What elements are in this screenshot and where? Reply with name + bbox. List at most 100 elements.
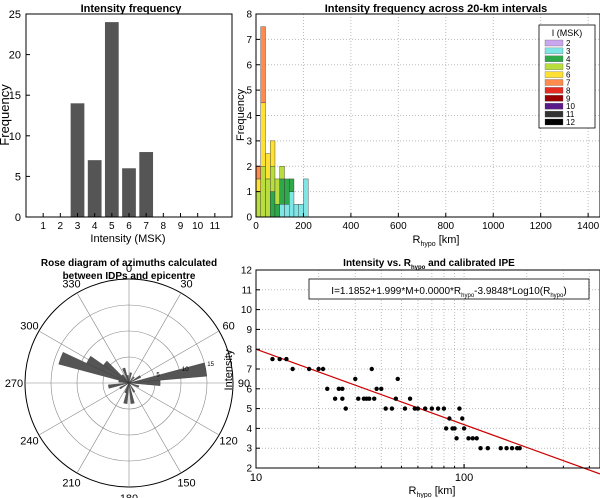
p3-sector — [128, 375, 141, 384]
p2-legend-swatch — [544, 118, 564, 126]
p1-bar — [87, 160, 102, 217]
p4-title-sub: hypo — [411, 265, 426, 271]
p2-bar-segment — [260, 102, 266, 167]
p3-sector — [103, 360, 130, 384]
p4-point — [454, 436, 459, 441]
p3-sector — [128, 382, 136, 393]
p3-sector — [128, 362, 207, 384]
p3-sector — [122, 367, 130, 384]
p4-point — [393, 396, 399, 401]
p4-title: Intensity vs. Rhypo and calibrated IPE — [343, 258, 515, 271]
p1-xtick-label: 2 — [58, 221, 64, 232]
panel-rose-diagram: Rose diagram of azimuths calculated betw… — [5, 258, 250, 498]
p4-title-main: Intensity vs. R — [343, 258, 412, 269]
p2-xtick-label: 1200 — [530, 221, 553, 232]
p4-ytick-label: 8 — [246, 345, 252, 356]
p2-title: Intensity frequency across 20-km interva… — [325, 3, 548, 15]
p3-ring-label: 10 — [182, 367, 189, 373]
p4-xtick-label: 10 — [250, 472, 262, 484]
p2-xlabel-sub: hypo — [420, 241, 435, 248]
p4-ytick-label: 2 — [246, 464, 252, 475]
p3-angle-label: 270 — [5, 378, 23, 390]
p4-point — [517, 446, 522, 451]
p2-legend-label: 11 — [566, 110, 575, 119]
p1-xtick-label: 11 — [210, 221, 221, 232]
p4-point — [443, 426, 449, 431]
p2-ylabel: Frequency — [235, 89, 247, 141]
p2-bar-segment — [284, 178, 290, 205]
p4-point — [316, 366, 321, 372]
p1-xtick-label: 10 — [192, 221, 204, 232]
p4-point — [447, 416, 452, 421]
p1-ytick-label: 20 — [9, 50, 21, 62]
p2-xtick-label: 400 — [343, 221, 360, 232]
p4-eq-sub1: hypo — [461, 293, 475, 299]
p2-legend-swatch — [544, 39, 564, 47]
p4-point — [461, 426, 467, 431]
p4-point — [332, 396, 338, 401]
p2-legend-label: 10 — [566, 102, 575, 111]
p2-xtick-label: 800 — [437, 221, 454, 232]
p3-sector — [119, 382, 130, 390]
p4-point — [466, 436, 471, 441]
p4-point — [383, 406, 388, 411]
p2-ytick-label: 4 — [246, 111, 252, 122]
p3-spoke — [128, 382, 220, 436]
p1-xlabel: Intensity (MSK) — [90, 233, 165, 245]
p3-angle-label: 240 — [20, 436, 38, 448]
p3-sector — [128, 382, 135, 404]
p3-angle-label: 150 — [177, 478, 195, 490]
p3-sector — [128, 382, 140, 388]
p2-bar-segment — [279, 178, 285, 205]
p4-xlabel-main: R — [409, 485, 417, 497]
p4-ytick-label: 3 — [246, 444, 252, 455]
p2-bar-segment — [274, 178, 280, 205]
p3-sector — [128, 380, 161, 386]
p2-bar-segment — [255, 178, 261, 192]
p4-equation-box: I=1.1852+1.999*M+0.0000*Rhypo-3.9848*Log… — [308, 278, 590, 300]
p2-legend-label: 2 — [566, 39, 571, 48]
p3-sector — [86, 355, 130, 384]
p3-spoke — [76, 382, 130, 474]
p1-ytick-label: 15 — [9, 90, 21, 102]
p4-title-rest: and calibrated IPE — [425, 258, 515, 269]
p3-spoke — [128, 330, 220, 384]
p1-xtick-label: 1 — [40, 221, 46, 232]
p4-point — [353, 376, 358, 382]
p3-angle-label: 300 — [20, 321, 38, 333]
p2-bar-segment — [255, 166, 261, 180]
p4-point — [374, 386, 379, 391]
p4-ipe-line — [255, 348, 600, 475]
p2-bar-segment — [289, 191, 295, 218]
p2-legend-label: 12 — [566, 118, 575, 127]
p3-sector — [58, 352, 130, 384]
p4-point — [277, 356, 282, 362]
p4-eq-part3: ) — [563, 286, 566, 297]
p1-title: Intensity frequency — [81, 3, 183, 15]
p1-ytick-label: 5 — [15, 171, 21, 183]
p3-angle-label: 60 — [222, 321, 234, 333]
p4-point — [325, 386, 330, 391]
p1-xtick-label: 5 — [109, 221, 115, 232]
p4-ylabel: Intensity — [223, 349, 235, 390]
p3-ring-label: 5 — [156, 373, 160, 379]
p2-legend-swatch — [544, 103, 564, 110]
p2-bar-segment — [293, 204, 299, 218]
p2-ytick-label: 8 — [246, 10, 252, 21]
p4-point — [452, 426, 457, 431]
p4-ytick-label: 4 — [246, 424, 252, 435]
p3-sector — [126, 375, 130, 384]
p4-point — [340, 396, 345, 401]
p2-legend-swatch — [544, 71, 564, 78]
panel-intensity-vs-distance: Intensity vs. Rhypo and calibrated IPE 2… — [223, 258, 600, 498]
p2-bar-segment — [265, 153, 271, 180]
p2-legend-swatch — [544, 47, 564, 55]
p4-point — [336, 386, 342, 391]
p3-spoke — [38, 382, 130, 436]
p4-point — [422, 406, 428, 411]
p2-ytick-label: 5 — [246, 86, 252, 97]
p2-bar-segment — [270, 166, 276, 192]
p2-ytick-label: 1 — [246, 187, 252, 198]
